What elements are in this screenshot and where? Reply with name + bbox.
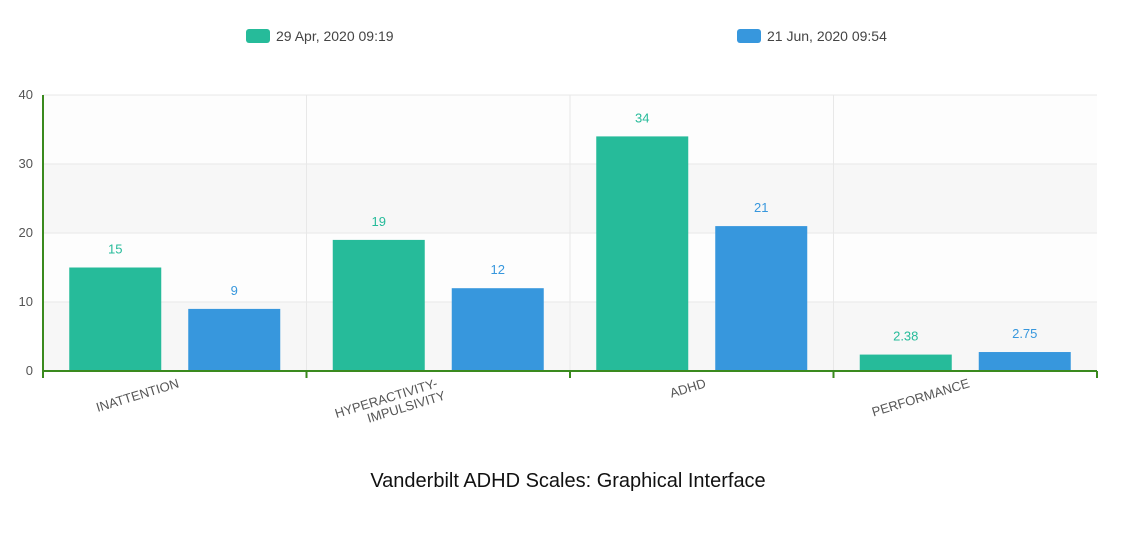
- legend-item-series-2[interactable]: 21 Jun, 2020 09:54: [737, 28, 887, 44]
- bar: [188, 308, 281, 371]
- bar-value-label: 2.38: [893, 329, 918, 344]
- x-tick-label: INATTENTION: [94, 376, 180, 415]
- legend-swatch-series-1: [246, 29, 270, 43]
- bar-value-label: 9: [231, 283, 238, 298]
- bar-value-label: 19: [372, 214, 386, 229]
- bar-value-label: 34: [635, 110, 649, 125]
- legend-swatch-series-2: [737, 29, 761, 43]
- bar-value-label: 15: [108, 242, 122, 257]
- y-tick-label: 40: [19, 87, 33, 102]
- bar-value-label: 2.75: [1012, 326, 1037, 341]
- y-tick-label: 10: [19, 294, 33, 309]
- bar: [978, 352, 1071, 371]
- legend-label-series-1: 29 Apr, 2020 09:19: [276, 28, 394, 44]
- x-tick-label: HYPERACTIVITY-IMPULSIVITY: [333, 374, 447, 434]
- x-tick-label: ADHD: [668, 376, 708, 401]
- bar: [69, 267, 162, 371]
- bar-value-label: 12: [491, 262, 505, 277]
- bar: [332, 239, 425, 371]
- legend-label-series-2: 21 Jun, 2020 09:54: [767, 28, 887, 44]
- bar: [859, 354, 952, 371]
- y-tick-label: 20: [19, 225, 33, 240]
- y-tick-label: 30: [19, 156, 33, 171]
- bar-value-label: 21: [754, 200, 768, 215]
- legend-item-series-1[interactable]: 29 Apr, 2020 09:19: [246, 28, 394, 44]
- bar: [451, 288, 544, 371]
- chart-caption: Vanderbilt ADHD Scales: Graphical Interf…: [370, 470, 766, 492]
- bar: [596, 136, 689, 371]
- x-tick-label: PERFORMANCE: [870, 375, 971, 419]
- y-tick-label: 0: [26, 363, 33, 378]
- bar: [715, 226, 808, 371]
